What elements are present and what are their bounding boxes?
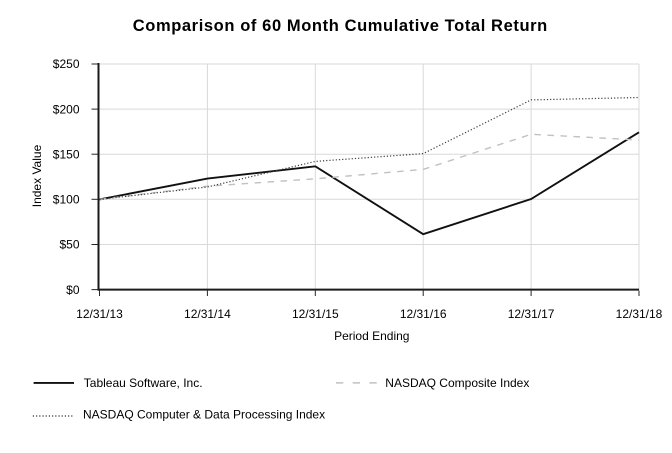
- svg-text:$200: $200: [53, 102, 80, 116]
- svg-text:Comparison of 60 Month Cumulat: Comparison of 60 Month Cumulative Total …: [133, 17, 548, 35]
- svg-text:Period Ending: Period Ending: [334, 329, 409, 343]
- svg-text:Tableau Software, Inc.: Tableau Software, Inc.: [84, 376, 203, 390]
- svg-text:12/31/13: 12/31/13: [76, 307, 123, 321]
- svg-text:$100: $100: [53, 193, 80, 207]
- svg-text:12/31/17: 12/31/17: [508, 307, 555, 321]
- svg-text:12/31/18: 12/31/18: [616, 307, 663, 321]
- svg-text:$0: $0: [66, 283, 80, 297]
- svg-text:$50: $50: [59, 238, 79, 252]
- svg-text:NASDAQ Computer & Data Process: NASDAQ Computer & Data Processing Index: [83, 408, 325, 422]
- svg-text:12/31/15: 12/31/15: [292, 307, 339, 321]
- svg-text:12/31/16: 12/31/16: [400, 307, 447, 321]
- svg-text:$150: $150: [53, 147, 80, 161]
- svg-text:Index Value: Index Value: [30, 144, 44, 207]
- svg-text:12/31/14: 12/31/14: [184, 307, 231, 321]
- svg-text:NASDAQ Composite Index: NASDAQ Composite Index: [385, 376, 529, 390]
- svg-text:$250: $250: [53, 57, 80, 71]
